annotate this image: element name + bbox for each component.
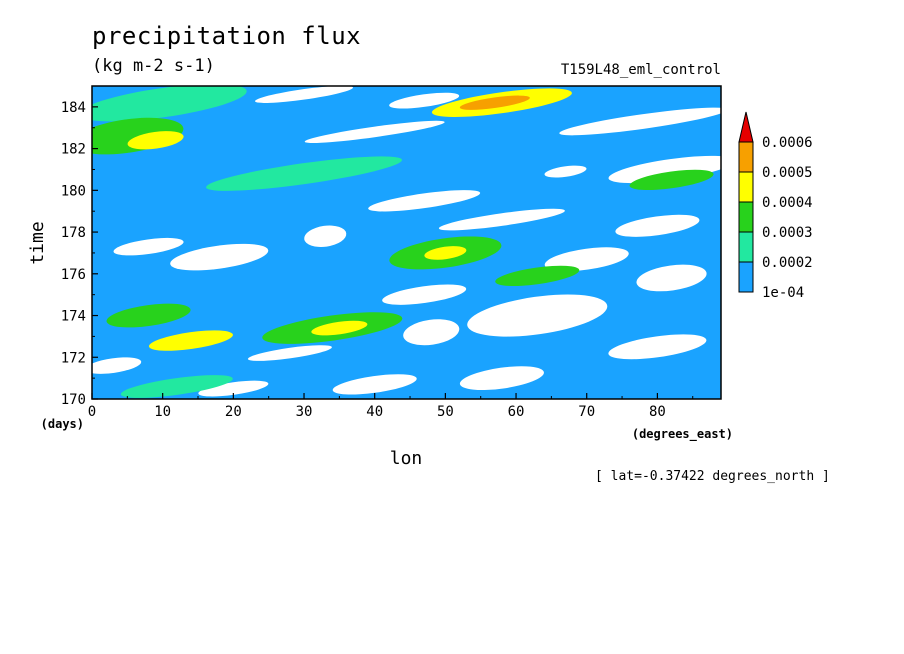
dry-patch <box>467 294 608 337</box>
colorbar-swatch <box>738 201 754 233</box>
y-axis-title: time <box>27 221 48 264</box>
dry-patch <box>332 374 417 395</box>
y-tick-label: 178 <box>61 225 86 241</box>
dry-patch <box>636 264 707 292</box>
dry-patch <box>389 92 460 109</box>
y-axis: 170 172 174 176 178 180 182 184 <box>61 100 98 408</box>
y-tick-label: 180 <box>61 183 86 199</box>
y-axis-units: (days) <box>41 417 84 431</box>
x-tick-label: 60 <box>508 404 525 420</box>
dry-patch <box>247 345 332 361</box>
colorbar-label: 0.0005 <box>762 165 813 181</box>
wet-band <box>120 375 233 398</box>
dry-patch <box>255 86 354 103</box>
colorbar-swatch <box>738 231 754 263</box>
dry-patch <box>544 165 587 178</box>
dry-patch <box>113 237 184 256</box>
wet-band <box>459 95 530 110</box>
wet-band <box>106 303 191 328</box>
x-axis-title: lon <box>390 448 423 469</box>
colorbar-swatch <box>738 171 754 203</box>
x-tick-label: 20 <box>225 404 242 420</box>
latitude-note: [ lat=-0.37422 degrees_north ] <box>595 469 830 484</box>
colorbar-label: 0.0006 <box>762 135 813 151</box>
colorbar-swatch <box>738 261 754 293</box>
x-axis: 0 10 20 30 40 50 60 70 80 <box>88 393 694 420</box>
colorbar-label: 1e-04 <box>762 285 804 301</box>
dry-patch <box>438 208 565 231</box>
x-tick-label: 30 <box>296 404 313 420</box>
wet-band <box>424 246 467 260</box>
wet-band <box>92 86 247 122</box>
dry-patch <box>198 380 269 397</box>
wet-band <box>495 265 580 287</box>
dry-patch <box>368 190 481 212</box>
dry-patch <box>304 225 347 247</box>
dry-patch <box>382 284 467 305</box>
wet-band <box>206 156 403 191</box>
colorbar-label: 0.0002 <box>762 255 813 271</box>
dry-patch <box>92 357 142 374</box>
x-tick-label: 50 <box>437 404 454 420</box>
y-tick-label: 184 <box>61 100 86 116</box>
dry-patch <box>459 366 544 391</box>
colorbar-swatch <box>738 141 754 173</box>
y-tick-label: 170 <box>61 392 86 408</box>
dry-patch <box>170 243 269 271</box>
wet-band <box>629 169 714 191</box>
dry-patch <box>608 155 721 184</box>
x-tick-label: 10 <box>154 404 171 420</box>
wet-band <box>311 320 368 336</box>
x-axis-units: (degrees_east) <box>632 427 733 442</box>
dry-patch <box>403 319 460 346</box>
dry-patch <box>304 120 445 144</box>
y-tick-label: 182 <box>61 142 86 158</box>
dry-patch <box>544 247 629 272</box>
x-tick-label: 70 <box>578 404 595 420</box>
plot-frame <box>91 85 722 400</box>
x-tick-label: 40 <box>366 404 383 420</box>
y-tick-label: 176 <box>61 267 86 283</box>
x-tick-label: 0 <box>88 404 96 420</box>
dry-patch <box>615 214 700 237</box>
wet-band <box>127 131 184 150</box>
heatmap-field <box>92 86 721 399</box>
x-tick-label: 80 <box>649 404 666 420</box>
colorbar-label: 0.0004 <box>762 195 813 211</box>
dry-patch <box>559 107 721 136</box>
chart-title: precipitation flux <box>92 22 362 50</box>
colorbar-label: 0.0003 <box>762 225 813 241</box>
wet-band <box>148 330 233 351</box>
y-tick-label: 172 <box>61 350 86 366</box>
y-tick-label: 174 <box>61 309 86 325</box>
colorbar: 1e-04 0.0002 0.0003 0.0004 0.0005 0.0006 <box>738 111 813 301</box>
dry-patch <box>608 334 707 360</box>
chart-units: (kg m-2 s-1) <box>92 56 215 76</box>
colorbar-extend-triangle <box>738 111 754 143</box>
run-name: T159L48_eml_control <box>560 62 721 78</box>
